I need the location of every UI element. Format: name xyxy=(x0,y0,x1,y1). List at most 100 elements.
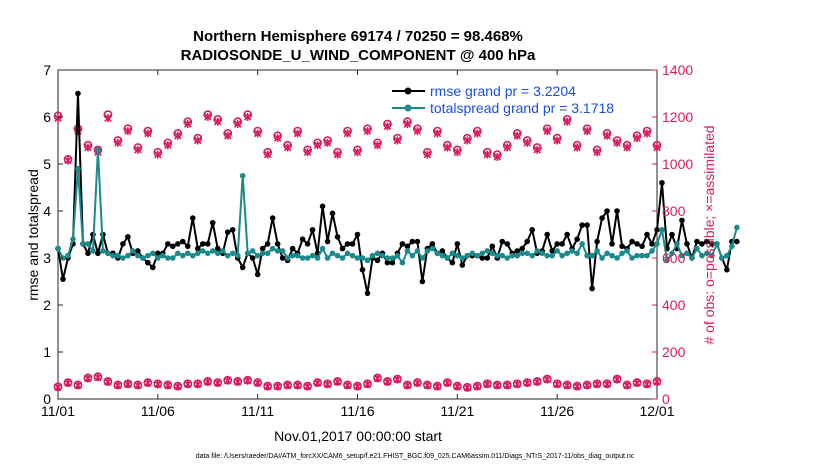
obs-assimilated-marker xyxy=(603,131,611,140)
obs-assimilated-marker xyxy=(573,143,581,152)
y-right-tick-label: 1200 xyxy=(662,109,693,125)
totalspread-point xyxy=(504,255,511,261)
y-left-tick-label: 2 xyxy=(43,297,51,313)
obs-assimilated-marker xyxy=(423,150,432,159)
totalspread-point xyxy=(160,252,166,259)
obs-assimilated-marker xyxy=(583,381,591,390)
rmse-point xyxy=(574,236,580,242)
rmse-point xyxy=(449,259,456,266)
obs-assimilated-marker xyxy=(543,375,551,384)
rmse-point xyxy=(454,241,461,247)
obs-assimilated-marker xyxy=(194,380,202,389)
y-right-tick-label: 1400 xyxy=(662,62,693,78)
obs-assimilated-marker xyxy=(553,136,561,145)
totalspread-point xyxy=(289,252,296,259)
obs-assimilated-marker xyxy=(403,120,412,129)
rmse-point xyxy=(349,241,356,247)
totalspread-point xyxy=(609,252,615,259)
totalspread-point xyxy=(699,252,705,259)
totalspread-point xyxy=(569,248,575,254)
totalspread-point xyxy=(579,241,585,247)
y-axis-left-label: rmse and totalspread xyxy=(25,169,41,301)
legend-rmse-marker xyxy=(404,87,412,95)
obs-assimilated-marker xyxy=(104,377,112,386)
chart-title-line2: RADIOSONDE_U_WIND_COMPONENT @ 400 hPa xyxy=(181,47,536,64)
obs-assimilated-marker xyxy=(533,145,541,154)
totalspread-point xyxy=(729,243,735,250)
obs-assimilated-marker xyxy=(194,136,202,145)
rmse-point xyxy=(334,234,341,240)
obs-assimilated-marker xyxy=(154,380,162,389)
y-right-tick-label: 0 xyxy=(662,391,670,407)
obs-assimilated-marker xyxy=(643,380,651,389)
obs-assimilated-marker xyxy=(543,127,551,136)
rmse-point xyxy=(319,203,326,210)
rmse-point xyxy=(175,241,181,247)
totalspread-point xyxy=(189,252,196,259)
rmse-point xyxy=(529,227,536,233)
rmse-point xyxy=(704,238,710,245)
obs-assimilated-marker xyxy=(124,127,132,136)
rmse-point xyxy=(75,90,81,97)
totalspread-point xyxy=(120,255,126,261)
rmse-point xyxy=(594,238,600,245)
plot-area xyxy=(53,69,740,400)
rmse-point xyxy=(604,208,610,214)
totalspread-point xyxy=(404,248,411,254)
rmse-point xyxy=(639,243,645,250)
obs-assimilated-marker xyxy=(483,380,492,389)
obs-assimilated-marker xyxy=(134,381,142,390)
obs-assimilated-marker xyxy=(453,148,462,157)
obs-assimilated-marker xyxy=(154,150,162,159)
obs-assimilated-marker xyxy=(323,138,332,147)
obs-assimilated-marker xyxy=(333,150,342,159)
obs-assimilated-marker xyxy=(263,382,272,391)
totalspread-point xyxy=(409,252,416,259)
obs-assimilated-marker xyxy=(243,376,252,385)
totalspread-point xyxy=(614,255,620,261)
rmse-point xyxy=(419,278,426,285)
rmse-point xyxy=(699,241,705,247)
rmse-point xyxy=(499,238,506,245)
totalspread-point xyxy=(214,250,221,257)
totalspread-point xyxy=(574,250,580,257)
totalspread-point xyxy=(344,250,351,257)
rmse-point xyxy=(145,259,151,266)
totalspread-point xyxy=(264,250,271,257)
totalspread-point xyxy=(704,250,710,257)
totalspread-point xyxy=(145,252,151,259)
obs-assimilated-marker xyxy=(613,375,621,384)
obs-assimilated-marker xyxy=(94,373,102,382)
rmse-point xyxy=(644,231,650,238)
totalspread-point xyxy=(639,252,645,259)
totalspread-point xyxy=(479,250,486,257)
totalspread-point xyxy=(539,250,545,257)
rmse-point xyxy=(399,241,406,247)
obs-assimilated-marker xyxy=(553,380,561,389)
rmse-point xyxy=(165,241,171,247)
obs-assimilated-marker xyxy=(463,136,472,145)
totalspread-point xyxy=(414,248,421,254)
legend-spread-label: totalspread grand pr = 3.1718 xyxy=(430,100,614,116)
obs-assimilated-marker xyxy=(523,138,531,147)
obs-assimilated-marker xyxy=(124,380,132,389)
totalspread-point xyxy=(105,250,111,257)
obs-assimilated-marker xyxy=(443,143,452,152)
totalspread-point xyxy=(584,252,590,259)
obs-assimilated-marker xyxy=(343,381,352,390)
rmse-point xyxy=(429,241,436,247)
obs-assimilated-marker xyxy=(563,117,571,126)
totalspread-point xyxy=(110,252,116,259)
totalspread-point xyxy=(724,252,730,259)
totalspread-point xyxy=(689,255,695,261)
obs-assimilated-marker xyxy=(293,381,302,390)
totalspread-point xyxy=(559,252,565,259)
rmse-point xyxy=(184,243,191,250)
totalspread-point xyxy=(709,252,715,259)
rmse-point xyxy=(629,238,635,245)
totalspread-point xyxy=(449,250,456,257)
obs-assimilated-marker xyxy=(493,152,502,161)
totalspread-point xyxy=(55,245,61,252)
obs-assimilated-marker xyxy=(393,375,402,384)
rmse-point xyxy=(504,241,511,247)
